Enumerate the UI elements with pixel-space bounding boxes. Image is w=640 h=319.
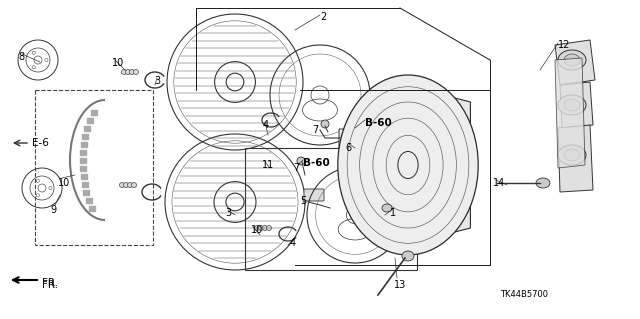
Polygon shape — [555, 40, 595, 85]
Text: FR.: FR. — [42, 280, 58, 290]
Text: 3: 3 — [225, 208, 231, 218]
Text: 10: 10 — [251, 225, 263, 235]
Ellipse shape — [564, 54, 580, 66]
Text: 1: 1 — [390, 208, 396, 218]
Ellipse shape — [127, 182, 132, 188]
Ellipse shape — [122, 70, 127, 75]
Bar — [245, 148, 417, 270]
Ellipse shape — [131, 182, 136, 188]
Text: 12: 12 — [558, 40, 570, 50]
Ellipse shape — [255, 226, 259, 231]
Ellipse shape — [321, 120, 329, 128]
Ellipse shape — [558, 50, 586, 70]
Bar — [35, 90, 153, 245]
Text: 14: 14 — [493, 178, 505, 188]
Text: FR.: FR. — [42, 278, 58, 288]
Text: 4: 4 — [290, 238, 296, 248]
Ellipse shape — [129, 70, 134, 75]
Ellipse shape — [558, 145, 586, 165]
Text: 7: 7 — [293, 163, 300, 173]
Text: 4: 4 — [263, 120, 269, 130]
FancyBboxPatch shape — [339, 129, 369, 149]
Polygon shape — [558, 125, 593, 192]
Ellipse shape — [564, 99, 580, 111]
Text: 8: 8 — [18, 52, 24, 62]
Text: 5: 5 — [300, 196, 307, 206]
Text: 6: 6 — [345, 143, 351, 153]
Ellipse shape — [125, 70, 131, 75]
Ellipse shape — [124, 182, 129, 188]
Polygon shape — [400, 84, 470, 246]
Text: 13: 13 — [394, 280, 406, 290]
Ellipse shape — [338, 75, 478, 255]
Polygon shape — [555, 58, 585, 168]
Ellipse shape — [558, 95, 586, 115]
Text: 11: 11 — [262, 160, 275, 170]
Ellipse shape — [120, 182, 125, 188]
Text: 10: 10 — [58, 178, 70, 188]
Text: 2: 2 — [320, 12, 326, 22]
Ellipse shape — [402, 251, 414, 261]
FancyBboxPatch shape — [304, 189, 324, 201]
Ellipse shape — [134, 70, 138, 75]
Ellipse shape — [266, 226, 271, 231]
Text: 3: 3 — [154, 76, 160, 86]
Text: E-6: E-6 — [32, 138, 49, 148]
Ellipse shape — [536, 178, 550, 188]
Text: 10: 10 — [112, 58, 124, 68]
Text: B-60: B-60 — [303, 158, 330, 168]
Text: TK44B5700: TK44B5700 — [500, 290, 548, 299]
Text: 9: 9 — [50, 205, 56, 215]
Text: B-60: B-60 — [365, 118, 392, 128]
Polygon shape — [560, 82, 593, 128]
Ellipse shape — [262, 226, 268, 231]
Ellipse shape — [259, 226, 264, 231]
Ellipse shape — [297, 157, 305, 165]
Ellipse shape — [382, 204, 392, 212]
Text: 7: 7 — [312, 125, 318, 135]
Ellipse shape — [564, 149, 580, 161]
